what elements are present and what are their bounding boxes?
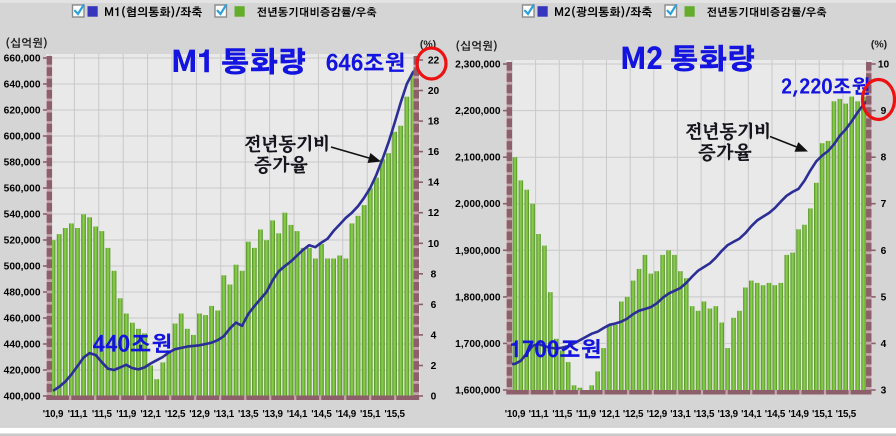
svg-text:580,000: 580,000 [4,158,41,169]
svg-text:'11,9: '11,9 [576,409,597,420]
svg-text:'14,5: '14,5 [311,409,332,420]
svg-text:'13,9: '13,9 [262,409,283,420]
svg-text:'15,5: '15,5 [836,409,857,420]
svg-text:2,300,000: 2,300,000 [455,60,501,71]
svg-text:14: 14 [428,178,440,189]
svg-text:'15,1: '15,1 [812,409,833,420]
svg-text:'15,1: '15,1 [360,409,381,420]
svg-text:'12,1: '12,1 [140,409,161,420]
svg-text:'12,5: '12,5 [623,409,644,420]
svg-text:440,000: 440,000 [4,340,41,351]
svg-text:1,800,000: 1,800,000 [455,292,501,303]
svg-text:'12,9: '12,9 [189,409,210,420]
svg-text:500,000: 500,000 [4,262,41,273]
svg-text:7: 7 [881,199,887,210]
svg-text:'14,9: '14,9 [336,409,357,420]
svg-text:2,200,000: 2,200,000 [455,106,501,117]
svg-text:'13,5: '13,5 [238,409,259,420]
svg-text:'14,1: '14,1 [287,409,308,420]
svg-text:8: 8 [881,153,887,164]
svg-text:4: 4 [431,330,437,341]
svg-text:6: 6 [881,246,887,257]
svg-text:560,000: 560,000 [4,184,41,195]
svg-text:2,000,000: 2,000,000 [455,199,501,210]
svg-text:(%): (%) [871,39,887,51]
svg-text:1,600,000: 1,600,000 [455,386,501,397]
svg-text:1,700,000: 1,700,000 [455,339,501,350]
svg-text:22: 22 [428,56,440,67]
svg-text:540,000: 540,000 [4,210,41,221]
svg-text:18: 18 [428,117,440,128]
svg-text:'13,5: '13,5 [694,409,715,420]
svg-text:400,000: 400,000 [4,392,41,403]
svg-text:520,000: 520,000 [4,236,41,247]
svg-text:'12,1: '12,1 [599,409,620,420]
svg-text:2,100,000: 2,100,000 [455,153,501,164]
svg-text:'13,1: '13,1 [214,409,235,420]
svg-text:'12,9: '12,9 [647,409,668,420]
svg-text:8: 8 [431,269,437,280]
svg-text:'10,9: '10,9 [505,409,526,420]
svg-text:'14,1: '14,1 [741,409,762,420]
svg-text:'12,5: '12,5 [165,409,186,420]
svg-text:12: 12 [428,208,440,219]
svg-text:460,000: 460,000 [4,314,41,325]
svg-text:20: 20 [428,86,440,97]
svg-text:10: 10 [428,239,440,250]
svg-text:4: 4 [881,339,887,350]
svg-text:'15,5: '15,5 [384,409,405,420]
svg-text:'11,9: '11,9 [116,409,137,420]
svg-text:'14,5: '14,5 [765,409,786,420]
svg-text:420,000: 420,000 [4,366,41,377]
svg-text:620,000: 620,000 [4,106,41,117]
svg-text:9: 9 [881,106,887,117]
svg-text:6: 6 [431,300,437,311]
svg-text:600,000: 600,000 [4,132,41,143]
svg-text:660,000: 660,000 [4,54,41,65]
svg-text:3: 3 [881,386,887,397]
svg-text:640,000: 640,000 [4,80,41,91]
svg-text:'13,9: '13,9 [717,409,738,420]
svg-text:10: 10 [878,60,890,71]
svg-text:16: 16 [428,147,440,158]
svg-text:'14,9: '14,9 [788,409,809,420]
svg-text:0: 0 [431,392,437,403]
svg-text:'10,9: '10,9 [43,409,64,420]
svg-text:480,000: 480,000 [4,288,41,299]
svg-text:5: 5 [881,292,887,303]
svg-text:'11,1: '11,1 [68,409,89,420]
svg-text:'11,5: '11,5 [92,409,113,420]
svg-text:'11,5: '11,5 [552,409,573,420]
svg-text:'13,1: '13,1 [670,409,691,420]
svg-text:'11,1: '11,1 [529,409,550,420]
svg-text:1,900,000: 1,900,000 [455,246,501,257]
svg-text:2: 2 [431,361,437,372]
